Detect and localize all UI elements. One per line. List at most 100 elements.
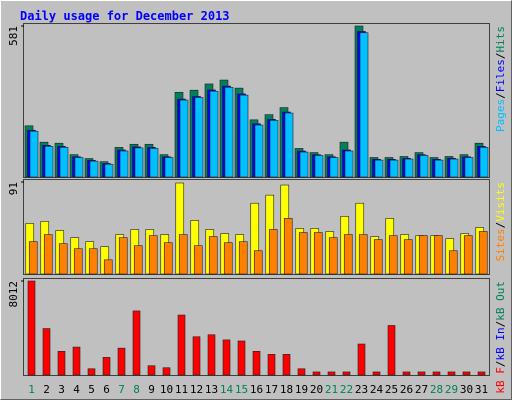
x-tick-label: 27 xyxy=(415,383,428,396)
bar xyxy=(268,229,278,275)
bar xyxy=(42,328,51,376)
legend-entry: Files xyxy=(494,59,507,92)
bar xyxy=(328,237,338,275)
bar xyxy=(179,99,189,178)
legend-separator: / xyxy=(494,222,507,229)
bar xyxy=(147,365,156,376)
bar xyxy=(118,237,128,275)
bar xyxy=(389,159,399,178)
bar xyxy=(193,245,203,275)
bar xyxy=(44,146,54,178)
legend: Sites/Visits xyxy=(494,182,507,262)
legend-entry: kB In xyxy=(494,327,507,360)
bar xyxy=(374,159,384,178)
x-tick-label: 23 xyxy=(355,383,368,396)
bar xyxy=(432,371,441,376)
bar xyxy=(58,243,68,275)
legend-entry: Visits xyxy=(494,182,507,222)
bar xyxy=(297,368,306,376)
bar xyxy=(403,239,413,275)
bar xyxy=(238,241,248,275)
legend: kB F/kB In/kB Out xyxy=(494,281,507,394)
x-tick-label: 29 xyxy=(445,383,458,396)
bar xyxy=(72,346,81,376)
bar xyxy=(419,155,429,178)
bar xyxy=(417,371,426,376)
bar xyxy=(163,242,173,275)
x-tick-label: 26 xyxy=(400,383,413,396)
bar xyxy=(314,155,324,178)
bar xyxy=(357,343,366,376)
bar xyxy=(192,336,201,376)
bar xyxy=(88,248,98,275)
bar xyxy=(373,239,383,275)
bar xyxy=(372,371,381,376)
bar xyxy=(119,150,129,178)
bar xyxy=(477,371,486,376)
bar xyxy=(359,32,369,178)
x-tick-label: 9 xyxy=(148,383,155,396)
x-tick-label: 5 xyxy=(88,383,95,396)
x-tick-label: 28 xyxy=(430,383,443,396)
x-tick-label: 31 xyxy=(475,383,488,396)
legend: Pages/Files/Hits xyxy=(494,26,507,132)
bar xyxy=(209,90,219,178)
x-tick-label: 25 xyxy=(385,383,398,396)
bar xyxy=(132,310,141,376)
legend-entry: Pages xyxy=(494,99,507,132)
legend-separator: / xyxy=(494,321,507,328)
x-tick-label: 11 xyxy=(175,383,188,396)
x-tick-label: 22 xyxy=(340,383,353,396)
bar xyxy=(252,351,261,376)
x-tick-label: 15 xyxy=(235,383,248,396)
bar xyxy=(177,314,186,376)
x-tick-label: 21 xyxy=(325,383,338,396)
legend-separator: / xyxy=(494,53,507,60)
bar xyxy=(89,160,99,178)
y-tick-label: 8012 xyxy=(7,281,20,308)
bar xyxy=(43,234,53,275)
bar xyxy=(104,163,114,178)
bar xyxy=(462,371,471,376)
bar xyxy=(404,158,414,178)
bar xyxy=(298,232,308,275)
bar xyxy=(282,354,291,376)
bar xyxy=(27,280,36,376)
bar xyxy=(402,371,411,376)
bar xyxy=(87,368,96,376)
bar xyxy=(299,151,309,178)
bar xyxy=(479,147,489,178)
bar xyxy=(327,371,336,376)
bar xyxy=(418,235,428,275)
bar xyxy=(222,339,231,376)
bar xyxy=(149,148,159,178)
legend-entry: kB F xyxy=(494,367,507,394)
x-tick-label: 30 xyxy=(460,383,473,396)
bar xyxy=(342,371,351,376)
bar xyxy=(223,242,233,275)
bar xyxy=(178,234,188,275)
bar xyxy=(194,97,204,178)
bar xyxy=(358,234,368,275)
bar xyxy=(74,157,84,178)
bar xyxy=(102,357,111,376)
y-tick-label: 581 xyxy=(7,26,20,46)
x-tick-label: 3 xyxy=(58,383,65,396)
legend-entry: Sites xyxy=(494,228,507,261)
legend-separator: / xyxy=(494,361,507,368)
bar xyxy=(254,124,264,178)
bar xyxy=(434,159,444,178)
x-tick-label: 18 xyxy=(280,383,293,396)
x-tick-label: 24 xyxy=(370,383,384,396)
bar xyxy=(164,157,174,178)
bar xyxy=(117,347,126,376)
bar xyxy=(237,340,246,376)
bar xyxy=(478,231,488,275)
x-tick-label: 6 xyxy=(103,383,110,396)
bar xyxy=(433,235,443,275)
legend-entry: Hits xyxy=(494,26,507,53)
bar xyxy=(312,371,321,376)
bar xyxy=(148,235,158,275)
